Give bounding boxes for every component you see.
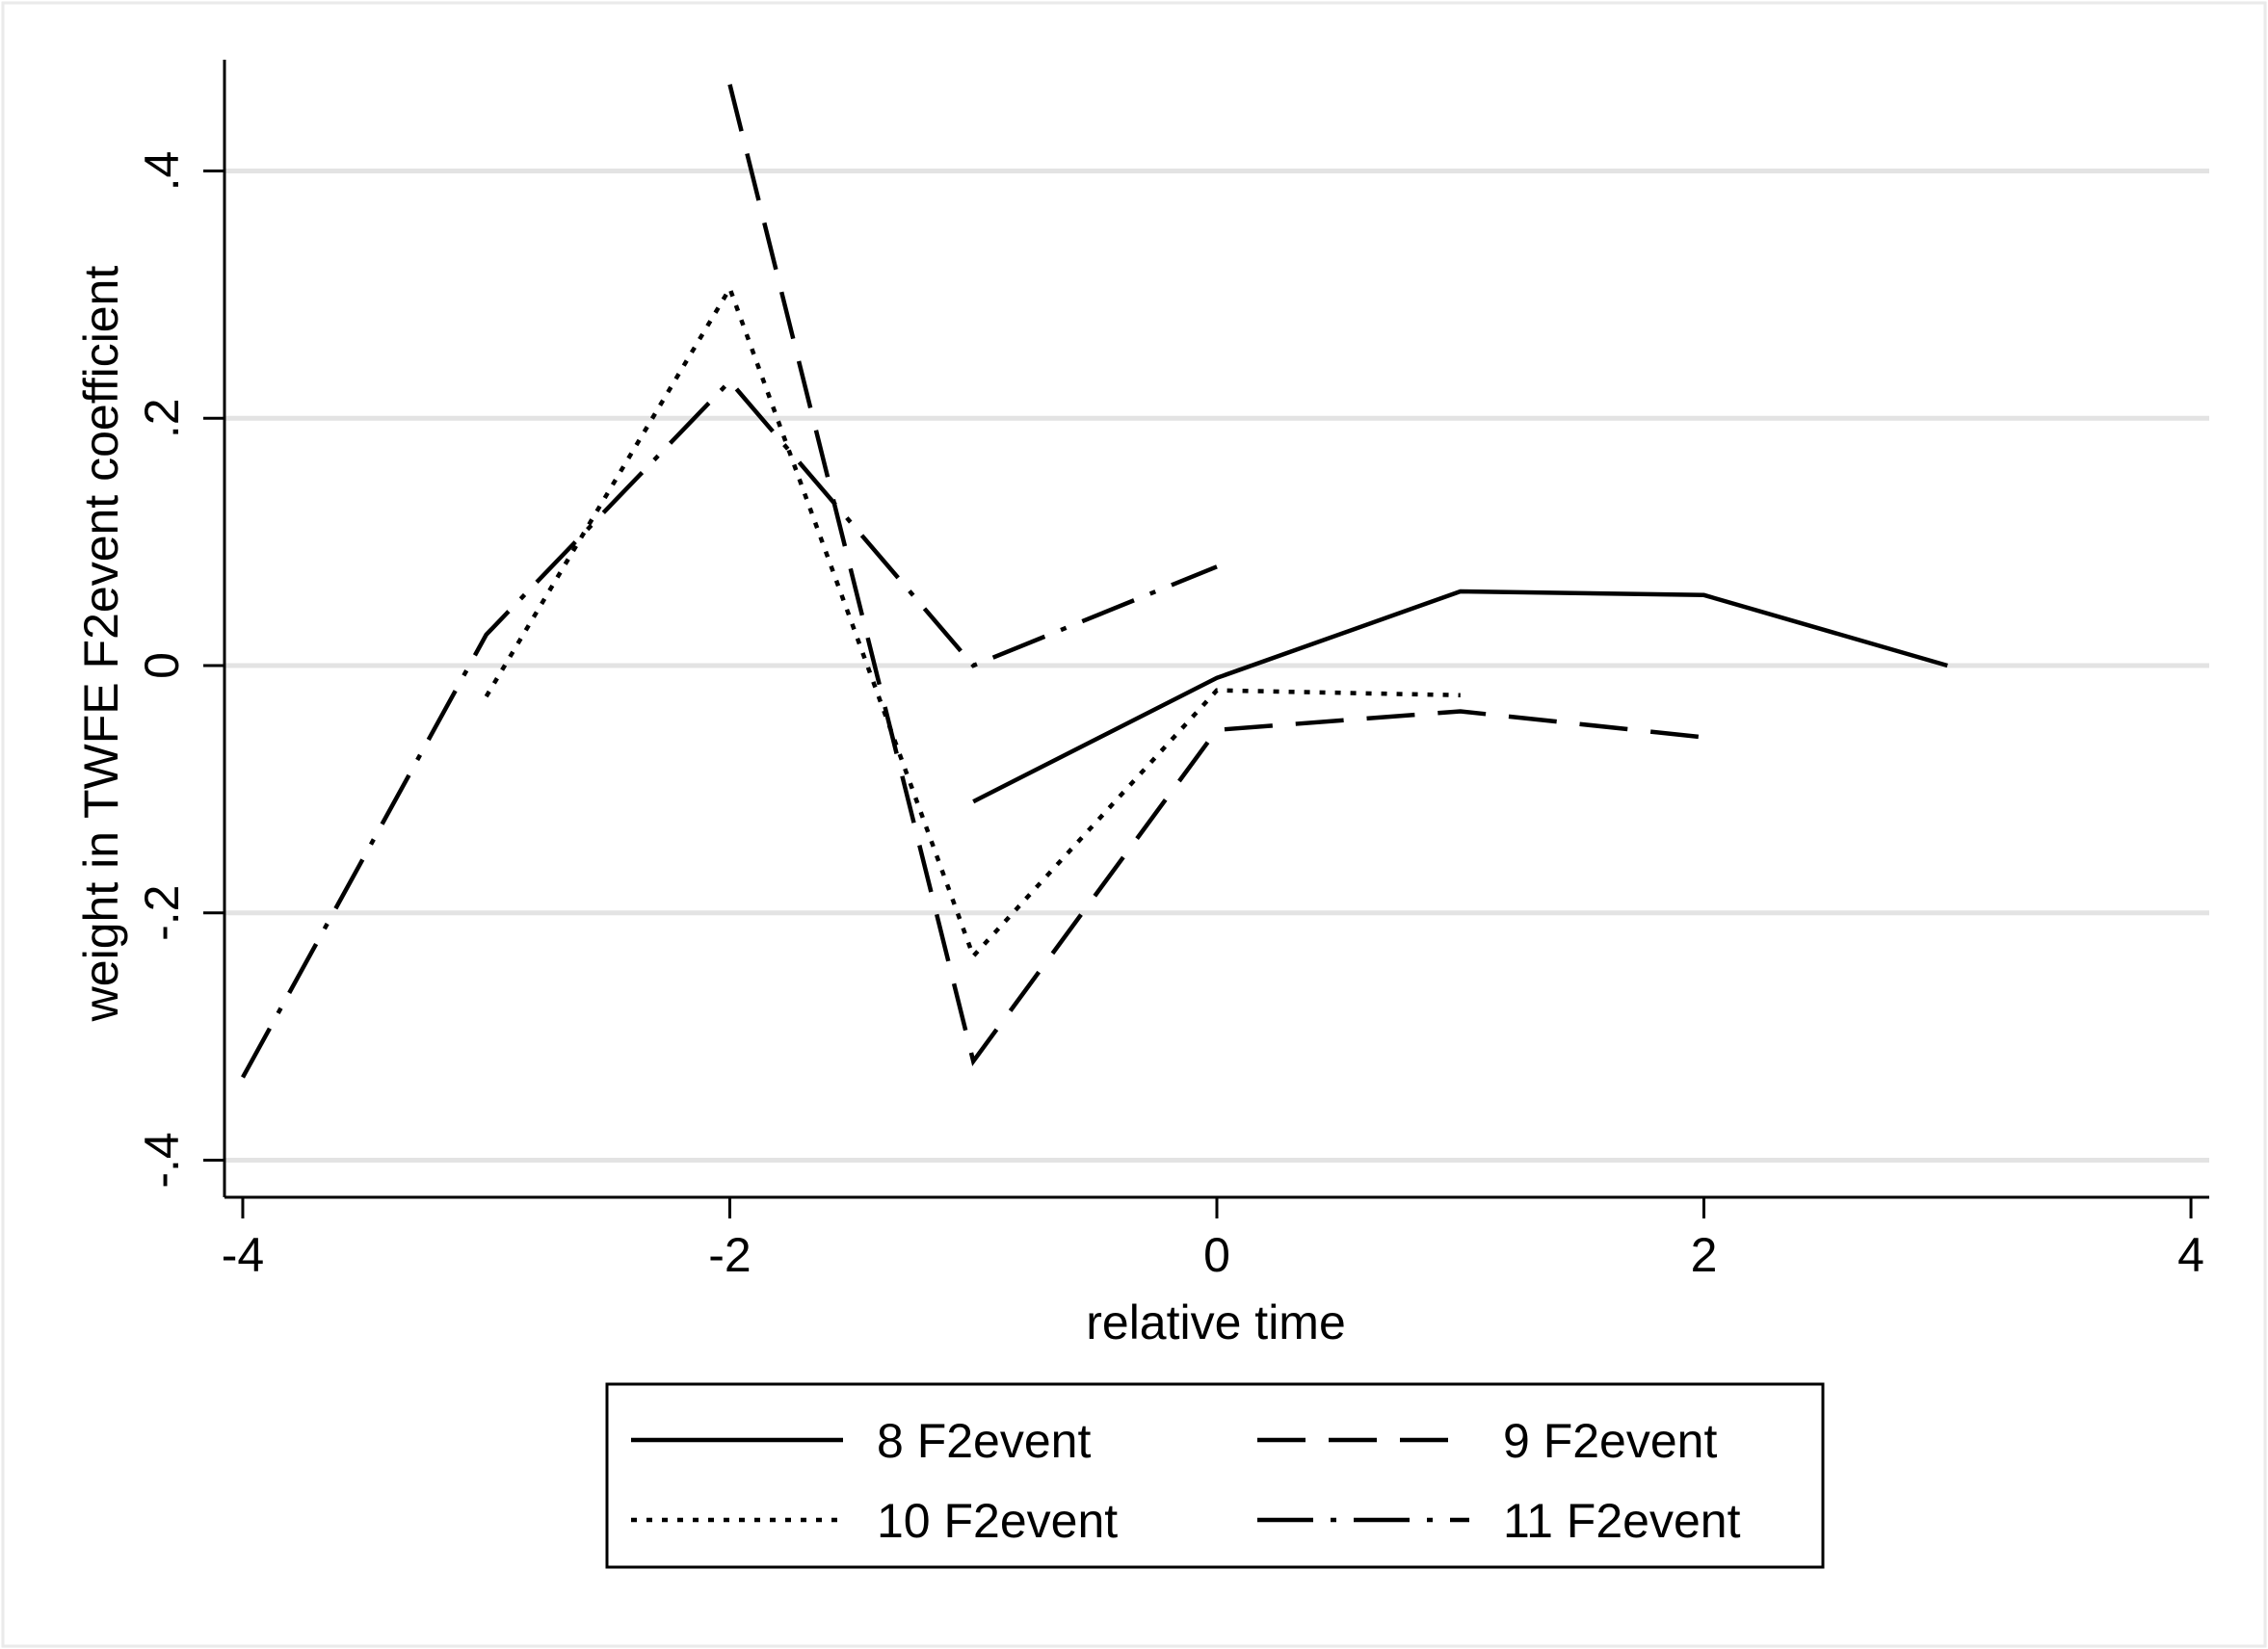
x-axis-label: relative time <box>1086 1296 1346 1349</box>
y-tick-label: .4 <box>135 151 189 192</box>
series-line-4 <box>241 378 1218 1079</box>
x-tick-label: 0 <box>1203 1228 1230 1282</box>
legend-label-1: 8 F2event <box>877 1414 1091 1468</box>
legend: 8 F2event 9 F2event 10 F2event 11 F2event <box>605 1382 1825 1569</box>
legend-label-3: 10 F2event <box>877 1494 1118 1548</box>
x-tick-label: 4 <box>2177 1228 2204 1282</box>
x-tick-label: 2 <box>1691 1228 1718 1282</box>
x-tick-label: -2 <box>708 1228 751 1282</box>
legend-label-4: 11 F2event <box>1503 1494 1741 1548</box>
series-line-2 <box>727 84 1704 1066</box>
x-tick-label: -4 <box>222 1228 264 1282</box>
legend-label-2: 9 F2event <box>1503 1414 1717 1468</box>
series-lines <box>241 84 1948 1079</box>
axes: -4 -2 0 2 4 -.4 -.2 0 .2 .4 <box>135 60 2209 1282</box>
y-axis-label: weight in TWFE F2event coefficient <box>74 266 128 1023</box>
y-tick-label: -.4 <box>135 1132 189 1188</box>
legend-box <box>605 1382 1825 1569</box>
series-line-1 <box>972 589 1948 804</box>
y-tick-label: .2 <box>135 398 189 438</box>
y-tick-label: 0 <box>135 652 189 679</box>
y-tick-label: -.2 <box>135 885 189 941</box>
gridlines <box>224 169 2209 1163</box>
